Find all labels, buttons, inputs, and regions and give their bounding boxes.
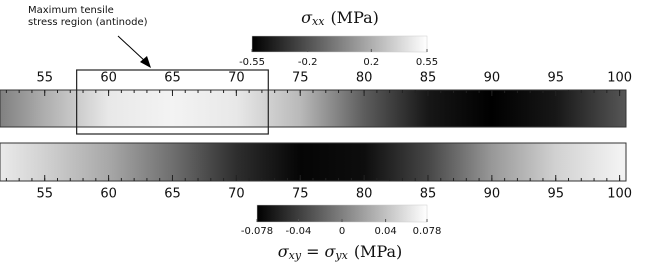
annotation-text: stress region (antinode) [28,17,148,28]
title-symbol: σ [278,242,290,261]
x-tick-label: 80 [356,71,373,86]
colorbar-tick-label: -0.55 [239,57,265,68]
title-unit: (MPa) [330,8,378,27]
x-tick-label: 85 [420,187,437,202]
colorbar-tick-label: 0.2 [363,57,379,68]
colorbar-tick-label: -0.2 [298,57,318,68]
x-tick-label: 70 [228,71,245,86]
colorbar-tick-label: 0.55 [416,57,438,68]
title-symbol: σ [324,242,336,261]
colorbar-tick-label: -0.078 [241,226,273,237]
title-unit: (MPa) [354,242,402,261]
colorbar-tick-label: -0.04 [285,226,311,237]
x-tick-label: 65 [164,71,181,86]
x-tick-label: 95 [547,187,564,202]
highlight-box [76,69,269,135]
x-tick-label: 95 [547,71,564,86]
x-tick-label: 90 [484,71,501,86]
x-tick-label: 100 [607,71,632,86]
title-equals: = [306,242,319,261]
x-tick-label: 55 [36,71,53,86]
annotation-arrowhead [140,56,151,68]
colorbar-title: σxy = σyx (MPa) [278,242,403,263]
x-tick-label: 100 [607,187,632,202]
x-tick-label: 85 [420,71,437,86]
title-subscript: xy [289,249,302,262]
x-tick-label: 90 [484,187,501,202]
colorbar-tick-label: 0.04 [374,226,396,237]
x-tick-label: 55 [36,187,53,202]
x-tick-label: 70 [228,187,245,202]
x-tick-label: 75 [292,187,309,202]
stress-strip [0,89,627,128]
colorbar [251,35,428,53]
colorbar-title: σxx (MPa) [301,8,379,29]
annotation-text: Maximum tensile [28,5,114,16]
stress-strip [0,142,627,182]
x-tick-label: 60 [100,71,117,86]
x-tick-label: 80 [356,187,373,202]
x-tick-label: 60 [100,187,117,202]
colorbar-tick-label: 0 [339,226,345,237]
title-symbol: σ [301,8,313,27]
x-tick-label: 75 [292,71,309,86]
annotation-arrow [117,35,147,63]
title-subscript: yx [334,249,348,262]
colorbar-tick-label: 0.078 [413,226,442,237]
title-subscript: xx [312,15,325,28]
x-tick-label: 65 [164,187,181,202]
